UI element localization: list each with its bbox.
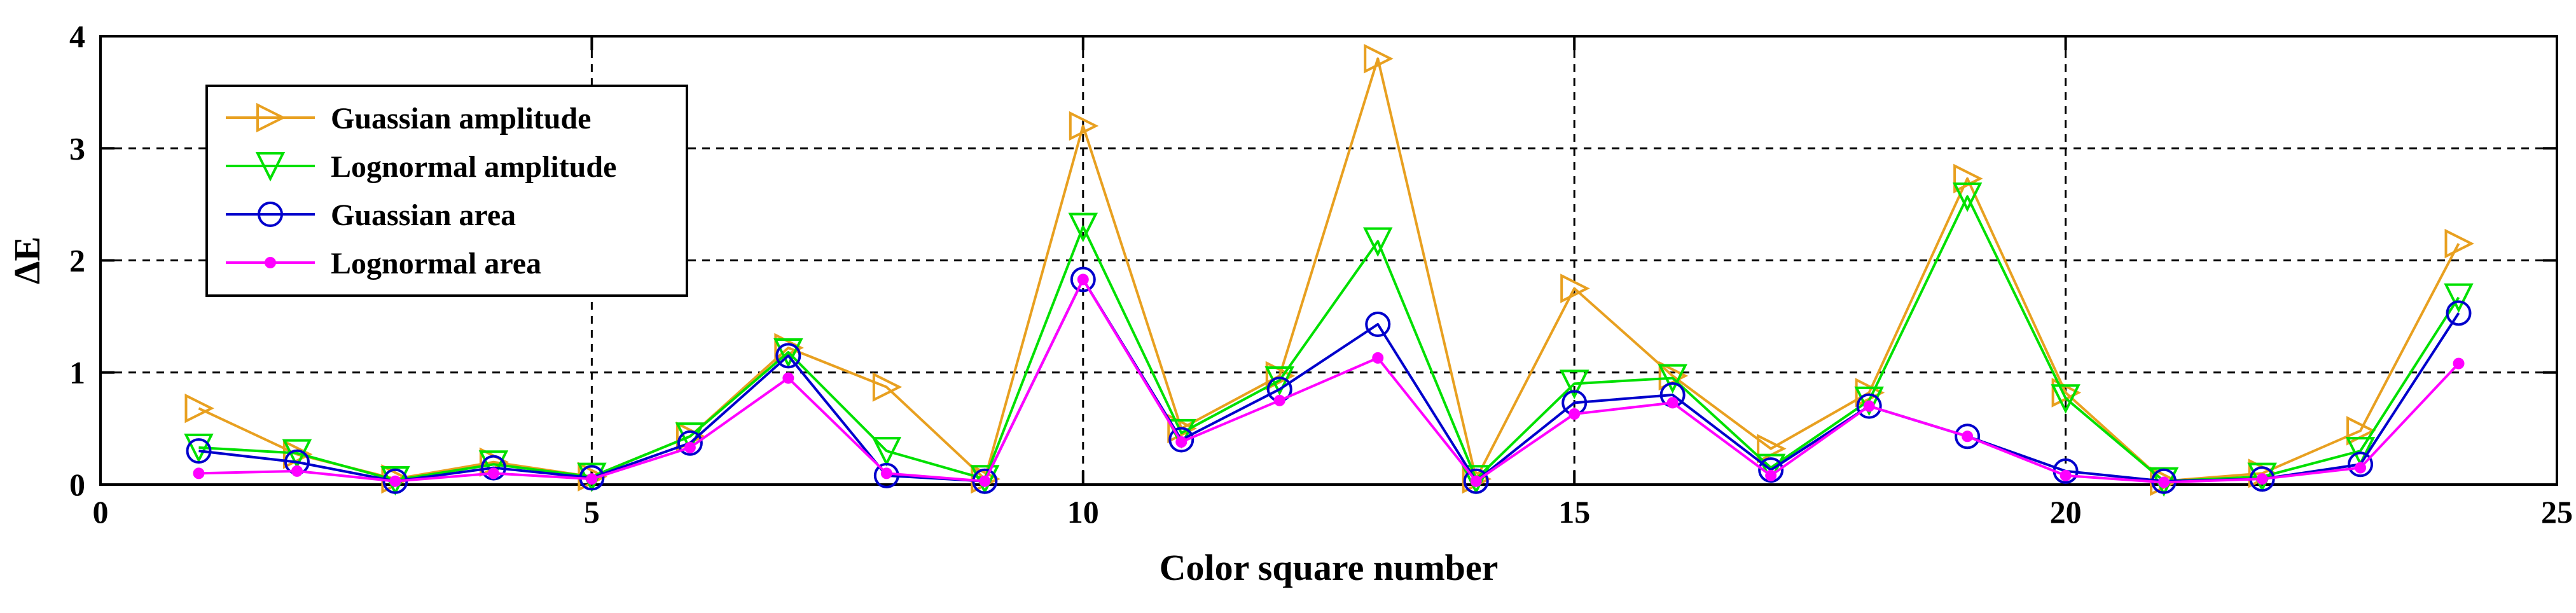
- data-point: [1364, 44, 1394, 74]
- series-line: [198, 278, 2460, 484]
- data-point: [1470, 475, 1482, 487]
- data-point: [1568, 408, 1581, 420]
- data-point: [389, 475, 401, 487]
- x-axis-label: Color square number: [1160, 547, 1499, 588]
- data-point: [1372, 352, 1384, 364]
- x-tick-label: 5: [584, 494, 600, 530]
- legend-item: Lognormal area: [226, 247, 541, 280]
- legend-item: Guassian amplitude: [226, 102, 591, 135]
- legend-box: [205, 85, 688, 297]
- legend: Guassian amplitude Lognormal amplitude Gua…: [205, 85, 688, 297]
- data-point: [2247, 462, 2277, 493]
- data-point: [1070, 266, 1096, 293]
- legend-marker: [255, 152, 286, 182]
- y-axis-label: ΔE: [6, 237, 48, 284]
- data-point: [1365, 311, 1391, 337]
- data-point: [1167, 413, 1197, 444]
- data-point: [1069, 111, 1099, 141]
- data-point: [1955, 424, 1981, 450]
- data-point: [1461, 465, 1491, 495]
- legend-label: Guassian amplitude: [331, 102, 591, 135]
- data-point: [1463, 468, 1489, 494]
- data-point: [1068, 212, 1098, 243]
- data-point: [586, 473, 598, 485]
- y-tick-label: 2: [69, 243, 85, 279]
- data-point: [1168, 427, 1195, 453]
- data-point: [2453, 357, 2465, 369]
- data-point: [872, 372, 903, 402]
- data-point: [1863, 400, 1875, 412]
- data-point: [291, 465, 303, 477]
- legend-label: Guassian area: [331, 198, 516, 232]
- legend-marker: [256, 102, 286, 133]
- data-point: [880, 467, 892, 479]
- x-tick-label: 20: [2050, 494, 2082, 530]
- data-point: [970, 465, 1000, 495]
- x-tick-label: 0: [93, 494, 109, 530]
- data-point: [1952, 183, 1983, 212]
- data-point: [480, 455, 506, 481]
- data-point: [1755, 453, 1786, 484]
- data-point: [775, 343, 801, 369]
- y-tick-label: 4: [69, 18, 85, 54]
- data-point: [873, 462, 899, 488]
- data-point: [2256, 473, 2268, 485]
- data-point: [979, 475, 991, 487]
- data-point: [1765, 469, 1777, 481]
- data-point: [2446, 300, 2472, 326]
- legend-marker: [258, 202, 283, 227]
- x-tick-label: 10: [1067, 494, 1099, 530]
- data-point: [1666, 397, 1679, 409]
- series: [184, 44, 2474, 497]
- data-point: [487, 467, 499, 479]
- data-point: [478, 450, 509, 480]
- data-point: [1962, 430, 1974, 443]
- data-point: [1856, 393, 1882, 419]
- data-point: [1559, 369, 1589, 399]
- legend-item: Guassian area: [226, 198, 516, 232]
- data-point: [1077, 273, 1089, 286]
- data-point: [2158, 476, 2170, 488]
- data-point: [2355, 462, 2367, 474]
- data-point: [282, 439, 313, 469]
- data-point: [1658, 364, 1687, 394]
- data-point: [2345, 437, 2376, 467]
- y-tick-label: 3: [69, 130, 85, 166]
- data-point: [186, 438, 212, 464]
- data-point: [782, 372, 794, 384]
- legend-marker: [265, 257, 276, 268]
- axis-ticks: 0 5 10 15 20 25 0 1 2 3 4: [69, 18, 2573, 530]
- data-point: [1363, 227, 1393, 258]
- data-point: [1758, 457, 1784, 483]
- y-tick-label: 1: [69, 355, 85, 390]
- data-point: [193, 467, 205, 479]
- data-point: [871, 437, 902, 467]
- data-point: [2348, 451, 2374, 478]
- data-point: [1560, 273, 1590, 303]
- legend-label: Lognormal area: [331, 247, 541, 280]
- series-line: [198, 195, 2460, 483]
- data-point: [1854, 386, 1884, 417]
- data-point: [184, 433, 214, 464]
- data-point: [773, 338, 803, 368]
- series-line: [198, 278, 2460, 483]
- data-point: [2060, 469, 2072, 481]
- series-4: [193, 273, 2465, 488]
- legend-label: Lognormal amplitude: [331, 150, 616, 184]
- x-tick-label: 25: [2541, 494, 2573, 530]
- x-tick-label: 15: [1558, 494, 1590, 530]
- legend-item: Lognormal amplitude: [226, 150, 616, 184]
- data-point: [677, 430, 703, 456]
- data-point: [2444, 228, 2474, 259]
- data-point: [684, 441, 696, 453]
- y-tick-label: 0: [69, 467, 85, 502]
- data-point: [1175, 436, 1188, 448]
- data-point: [2051, 384, 2081, 414]
- data-point: [1265, 361, 1296, 391]
- data-point: [184, 393, 214, 424]
- data-point: [1273, 394, 1285, 406]
- data-point: [774, 333, 804, 363]
- data-point: [2444, 283, 2474, 313]
